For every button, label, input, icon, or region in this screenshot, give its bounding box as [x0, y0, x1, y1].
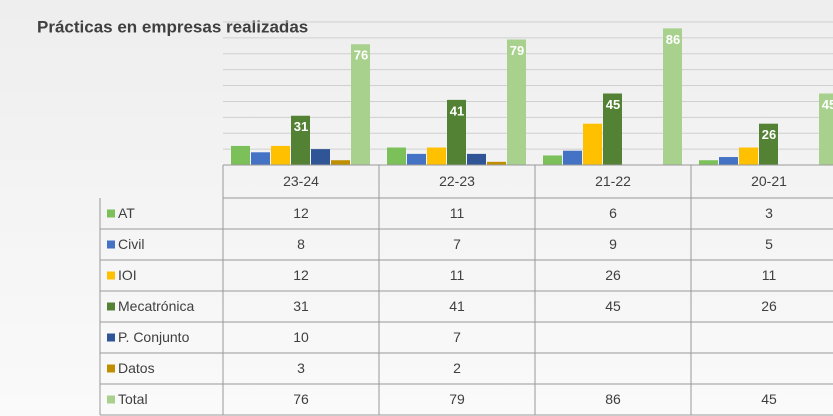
bar: [407, 153, 426, 165]
data-label: 31: [294, 119, 308, 134]
bar: [819, 93, 833, 165]
table-cell: 8: [297, 236, 305, 252]
table-cell: 79: [449, 391, 465, 407]
legend-swatch: [107, 333, 115, 342]
bar: [351, 44, 370, 165]
table-cell: 7: [453, 329, 461, 345]
data-label: 79: [510, 43, 524, 58]
bar: [311, 149, 330, 165]
bar: [507, 39, 526, 165]
bar: [719, 157, 738, 165]
x-tick-label: 20-21: [751, 173, 787, 189]
table-cell: 6: [609, 205, 617, 221]
legend-swatch: [107, 240, 115, 249]
bar: [467, 153, 486, 165]
bar: [583, 123, 602, 165]
legend-swatch: [107, 395, 115, 404]
table-cell: 10: [293, 329, 309, 345]
data-label: 45: [822, 97, 833, 112]
table-cell: 41: [449, 298, 465, 314]
bar: [231, 145, 250, 165]
bar: [271, 145, 290, 165]
legend-label: AT: [118, 205, 135, 221]
table-cell: 86: [605, 391, 621, 407]
bar: [331, 160, 350, 165]
table-cell: 12: [293, 267, 309, 283]
table-cell: 26: [605, 267, 621, 283]
legend-label: Mecatrónica: [118, 298, 194, 314]
data-label: 86: [666, 32, 680, 47]
bar: [251, 152, 270, 165]
legend-label: P. Conjunto: [118, 329, 190, 345]
table-cell: 45: [605, 298, 621, 314]
table-cell: 11: [762, 267, 777, 283]
bar: [699, 160, 718, 165]
table-cell: 7: [453, 236, 461, 252]
legend-label: Civil: [118, 236, 144, 252]
table-cell: 45: [761, 391, 777, 407]
bar: [603, 93, 622, 165]
table-cell: 11: [450, 267, 465, 283]
bar: [739, 147, 758, 165]
legend-label: Total: [118, 391, 148, 407]
legend-swatch: [107, 209, 115, 218]
bar: [663, 28, 682, 165]
x-tick-label: 22-23: [439, 173, 475, 189]
bar: [543, 155, 562, 165]
bar: [563, 150, 582, 165]
data-label: 41: [450, 103, 464, 118]
bar: [447, 99, 466, 165]
legend-swatch: [107, 271, 115, 280]
legend-label: Datos: [118, 360, 155, 376]
table-cell: 31: [293, 298, 309, 314]
table-cell: 12: [293, 205, 309, 221]
x-tick-label: 21-22: [595, 173, 631, 189]
table-cell: 5: [765, 236, 773, 252]
data-label: 26: [762, 127, 776, 142]
legend-label: IOI: [118, 267, 137, 283]
legend-swatch: [107, 364, 115, 373]
table-cell: 2: [453, 360, 461, 376]
legend-swatch: [107, 302, 115, 311]
table-cell: 3: [765, 205, 773, 221]
table-cell: 76: [293, 391, 309, 407]
bar: [487, 161, 506, 165]
table-cell: 9: [609, 236, 617, 252]
x-tick-label: 23-24: [283, 173, 319, 189]
table-cell: 11: [450, 205, 465, 221]
bar: [759, 123, 778, 165]
bar: [387, 147, 406, 165]
chart-title: Prácticas en empresas realizadas: [37, 17, 308, 36]
data-label: 45: [606, 97, 620, 112]
bar: [427, 147, 446, 165]
bar: [291, 115, 310, 165]
table-cell: 3: [297, 360, 305, 376]
data-label: 76: [354, 48, 368, 63]
table-cell: 26: [761, 298, 777, 314]
